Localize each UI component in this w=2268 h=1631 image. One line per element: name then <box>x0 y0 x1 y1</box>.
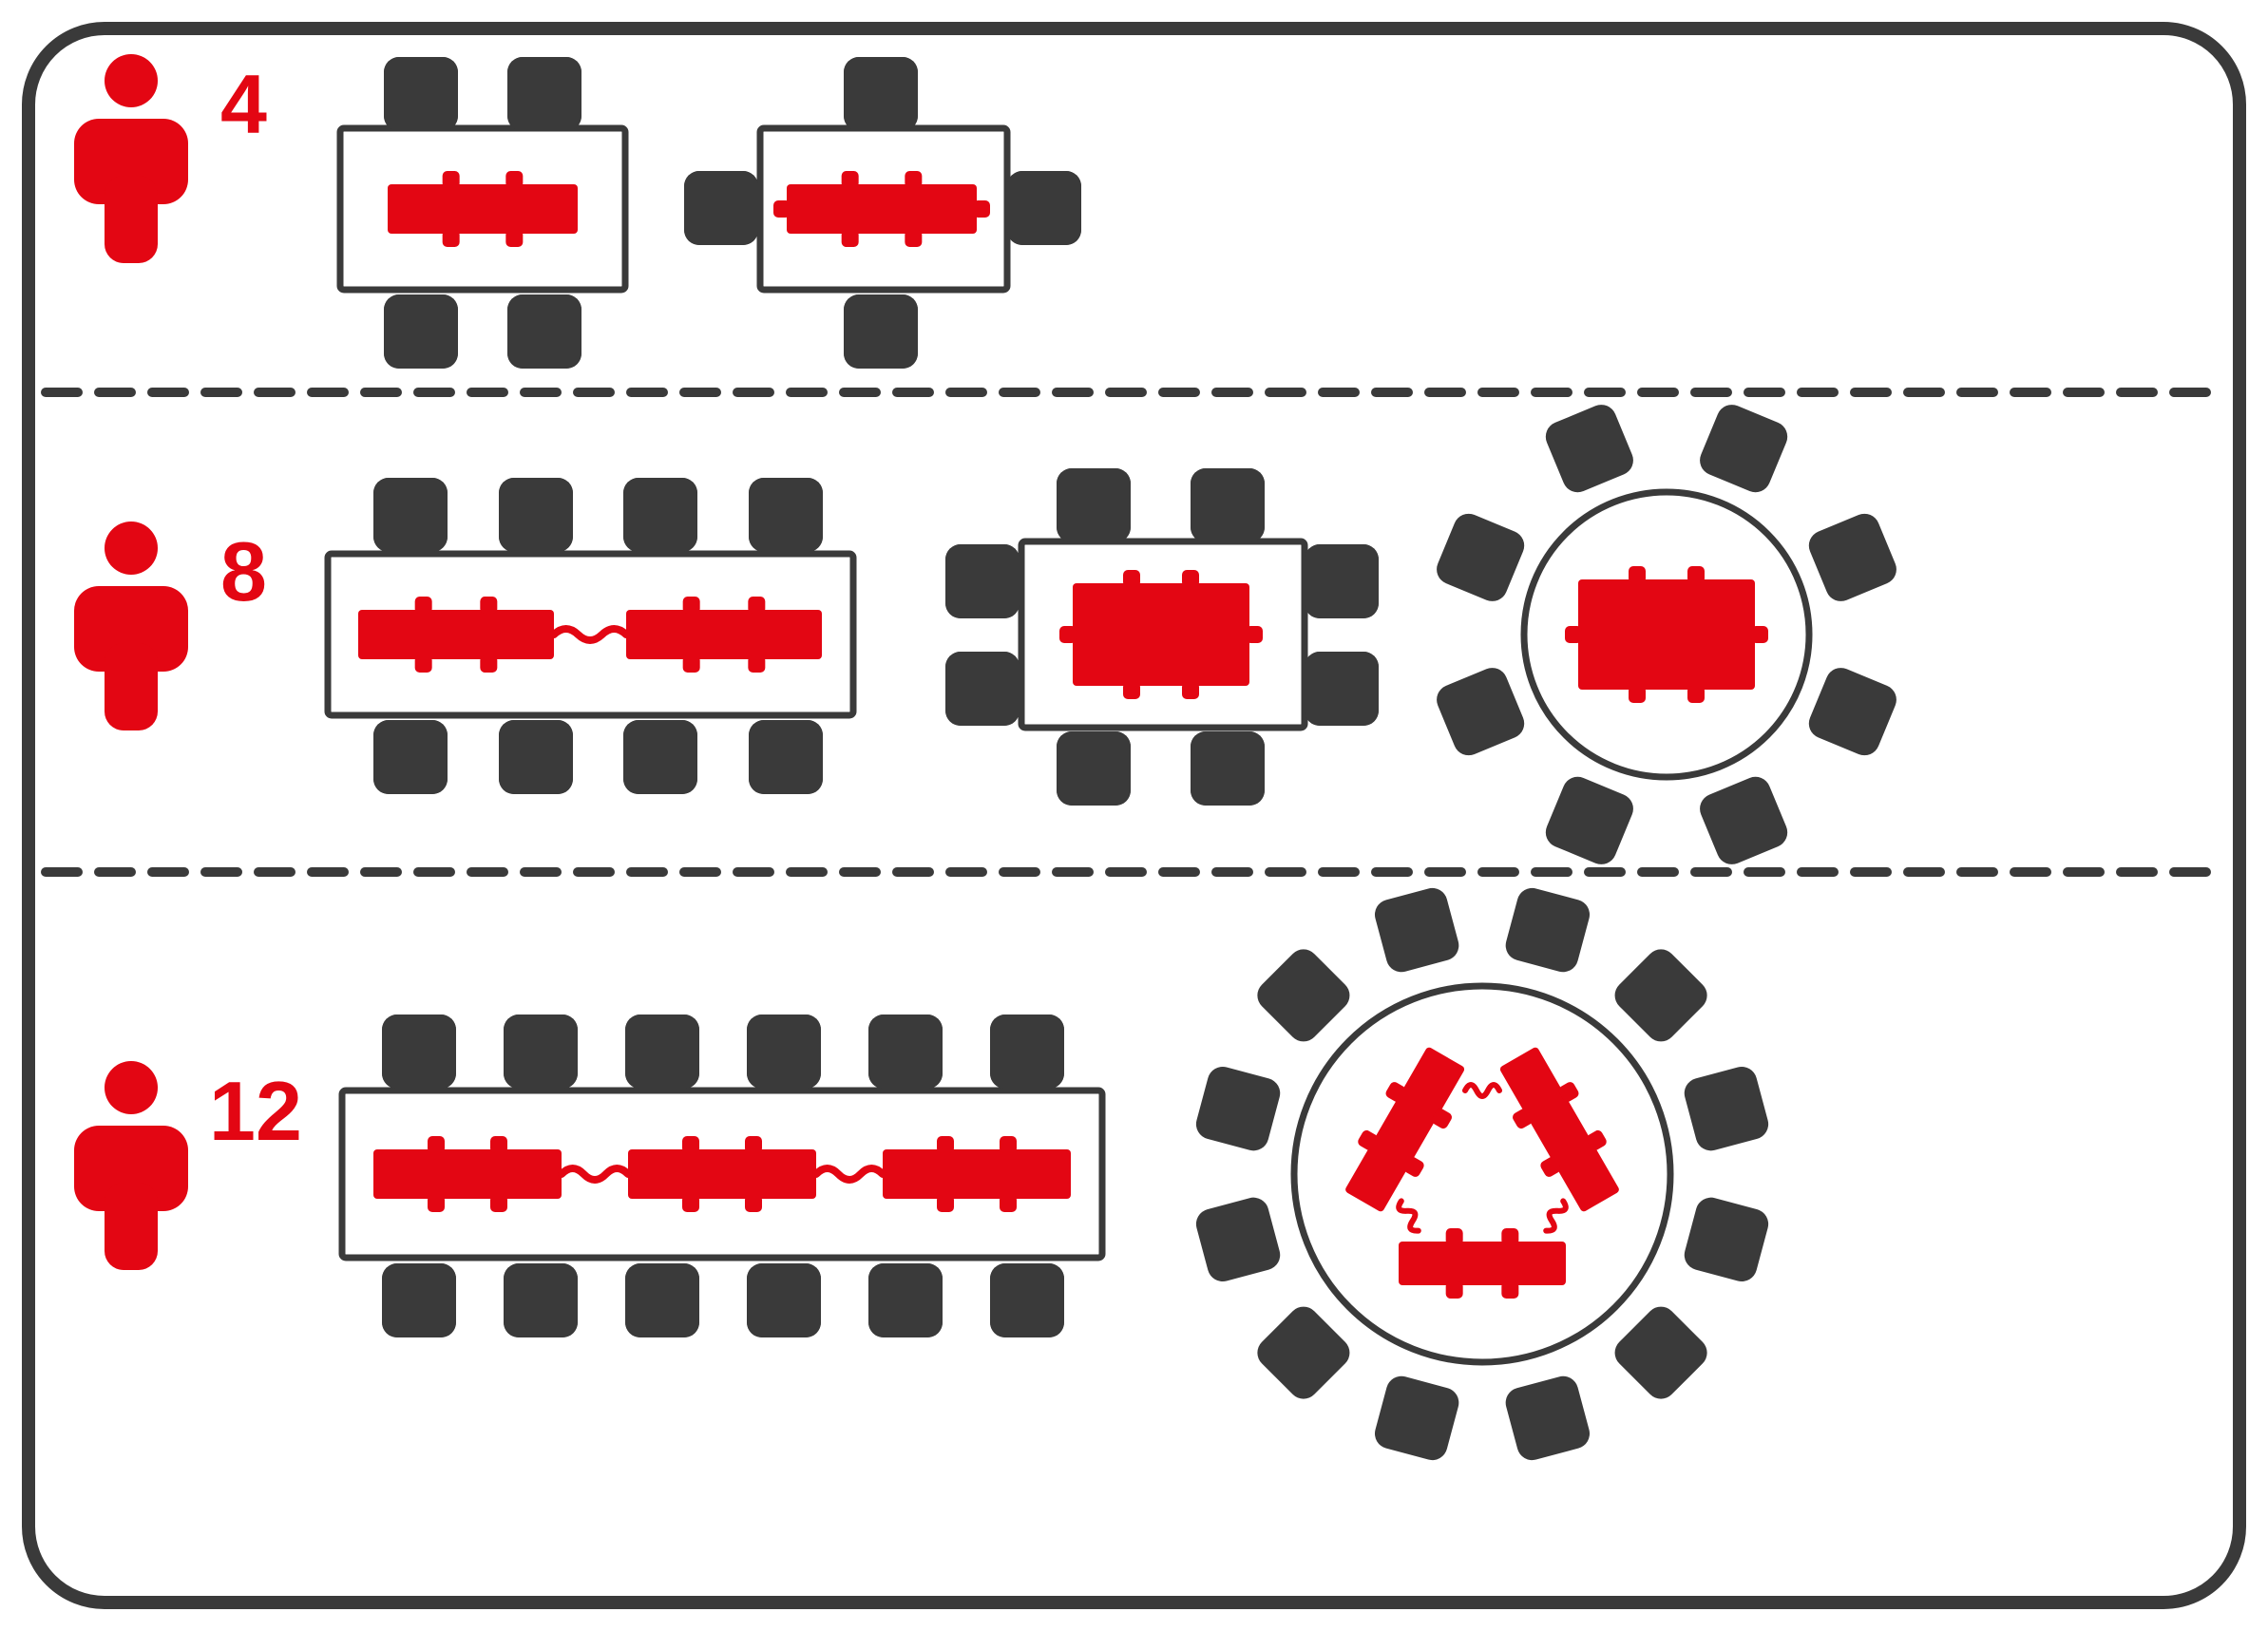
chair-icon <box>990 1015 1064 1089</box>
chair-icon <box>384 57 458 131</box>
person-legs-icon <box>105 1183 158 1270</box>
person-head-icon <box>105 522 158 575</box>
warming-plate-icon <box>1565 566 1768 703</box>
chair-icon <box>623 478 697 552</box>
person-count-label: 8 <box>220 524 267 618</box>
diagram-canvas: 4 8 12 <box>0 0 2268 1631</box>
chair-icon <box>623 720 697 794</box>
chair-icon <box>990 1263 1064 1337</box>
chair-icon <box>1191 731 1265 806</box>
person-count-label: 12 <box>209 1064 302 1158</box>
chair-icon <box>868 1015 943 1089</box>
chair-icon <box>507 57 581 131</box>
chair-icon <box>625 1263 699 1337</box>
person-legs-icon <box>105 643 158 730</box>
chair-icon <box>1007 171 1081 245</box>
chair-icon <box>499 720 573 794</box>
chair-icon <box>384 294 458 369</box>
chair-icon <box>382 1263 456 1337</box>
chair-icon <box>504 1263 578 1337</box>
warming-plate-icon <box>1059 570 1263 699</box>
chair-icon <box>868 1263 943 1337</box>
chair-icon <box>747 1015 821 1089</box>
chair-icon <box>1057 468 1131 542</box>
chair-icon <box>507 294 581 369</box>
chair-icon <box>747 1263 821 1337</box>
chair-icon <box>1057 731 1131 806</box>
infographic-root: 4 8 12 <box>0 0 2268 1631</box>
chair-icon <box>1191 468 1265 542</box>
chair-icon <box>749 478 823 552</box>
person-head-icon <box>105 1061 158 1114</box>
chair-icon <box>749 720 823 794</box>
chair-icon <box>684 171 758 245</box>
person-count-label: 4 <box>220 57 267 151</box>
chair-icon <box>1305 652 1379 726</box>
person-head-icon <box>105 54 158 107</box>
chair-icon <box>373 720 448 794</box>
chair-icon <box>1305 544 1379 618</box>
chair-icon <box>625 1015 699 1089</box>
chair-icon <box>945 652 1020 726</box>
chair-icon <box>844 294 918 369</box>
chair-icon <box>373 478 448 552</box>
chair-icon <box>382 1015 456 1089</box>
chair-icon <box>844 57 918 131</box>
chair-icon <box>499 478 573 552</box>
chair-icon <box>504 1015 578 1089</box>
chair-icon <box>945 544 1020 618</box>
person-legs-icon <box>105 176 158 263</box>
